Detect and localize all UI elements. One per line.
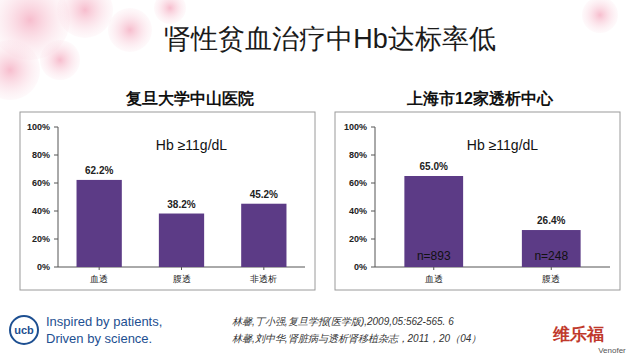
chart-frame — [20, 112, 315, 290]
y-axis — [375, 127, 376, 267]
petal — [0, 40, 40, 100]
x-tick — [433, 267, 434, 270]
x-tick — [263, 267, 264, 270]
x-tick-label: 非透析 — [250, 274, 277, 284]
y-tick-label: 60% — [32, 178, 50, 188]
y-tick-label: 20% — [32, 234, 50, 244]
x-tick — [181, 267, 182, 270]
y-tick — [371, 211, 375, 212]
slide: 肾性贫血治疗中Hb达标率低复旦大学中山医院 0% 20% 40% 60% 80% 100% 血… — [0, 0, 640, 360]
chart-frame — [335, 112, 620, 290]
bar-note: n=893 — [417, 249, 451, 263]
y-tick-label: 100% — [27, 122, 50, 132]
bars — [404, 176, 580, 267]
annotation: Hb ≥11g/dL — [156, 137, 227, 153]
y-tick — [371, 127, 375, 128]
x-tick-label: 腹透 — [542, 274, 560, 284]
bar-note: n=248 — [534, 249, 568, 263]
company: ucb — [14, 324, 34, 336]
chart-title: 复旦大学中山医院 — [125, 90, 254, 107]
y-tick — [371, 155, 375, 156]
y-tick — [54, 267, 58, 268]
y-tick-label: 80% — [32, 150, 50, 160]
y-tick-label: 80% — [349, 150, 367, 160]
data-label: 65.0% — [420, 161, 448, 172]
y-axis — [58, 127, 59, 267]
y-tick-label: 60% — [349, 178, 367, 188]
footer — [0, 300, 640, 360]
brand-en: Venofer — [598, 346, 626, 355]
y-tick-label: 100% — [344, 122, 367, 132]
data-label: 26.4% — [537, 215, 565, 226]
bars — [77, 180, 287, 267]
logo-mark — [10, 316, 38, 344]
decoration — [0, 0, 618, 100]
y-tick — [54, 183, 58, 184]
bar — [241, 204, 286, 267]
y-tick — [54, 127, 58, 128]
y-tick-label: 20% — [349, 234, 367, 244]
bar — [404, 176, 463, 267]
x-tick-label: 腹透 — [173, 274, 191, 284]
y-tick — [371, 183, 375, 184]
y-tick — [54, 155, 58, 156]
reference: 林馨,丁小强,复旦学报(医学版),2009,05:562-565. 6 — [232, 316, 454, 327]
petal — [582, 0, 618, 33]
x-tick-label: 血透 — [425, 274, 443, 284]
brand: 维乐福 — [552, 325, 604, 344]
bar — [159, 214, 204, 267]
y-tick — [54, 211, 58, 212]
data-label: 45.2% — [250, 189, 278, 200]
bar — [77, 180, 122, 267]
y-tick — [371, 267, 375, 268]
y-tick-label: 40% — [32, 206, 50, 216]
data-label: 62.2% — [85, 165, 113, 176]
slide-title: 肾性贫血治疗中Hb达标率低 — [164, 24, 496, 54]
y-tick-label: 0% — [37, 262, 50, 272]
y-tick — [54, 239, 58, 240]
x-tick — [551, 267, 552, 270]
y-tick-label: 40% — [349, 206, 367, 216]
y-tick-label: 0% — [354, 262, 367, 272]
petal — [154, 0, 186, 24]
background — [0, 0, 640, 360]
petal — [108, 8, 152, 52]
data-label: 38.2% — [167, 199, 195, 210]
petal — [40, 40, 80, 80]
x-tick — [99, 267, 100, 270]
x-tick-label: 血透 — [90, 274, 108, 284]
slogan: Driven by science. — [46, 331, 152, 346]
petal — [57, 0, 113, 38]
reference: 林馨,刘中华,肾脏病与透析肾移植杂志，2011，20（04） — [232, 333, 481, 344]
chart: 上海市12家透析中心 0% 20% 40% 60% 80% 100% 血透 65.0% n=893… — [335, 89, 620, 290]
y-tick — [371, 239, 375, 240]
bar — [522, 230, 581, 267]
slogan: Inspired by patients, — [46, 314, 162, 329]
annotation: Hb ≥11g/dL — [467, 137, 538, 153]
chart: 复旦大学中山医院 0% 20% 40% 60% 80% 100% 血透 62.2% 腹透 38.2%… — [20, 90, 315, 290]
chart-title: 上海市12家透析中心 — [406, 89, 554, 107]
